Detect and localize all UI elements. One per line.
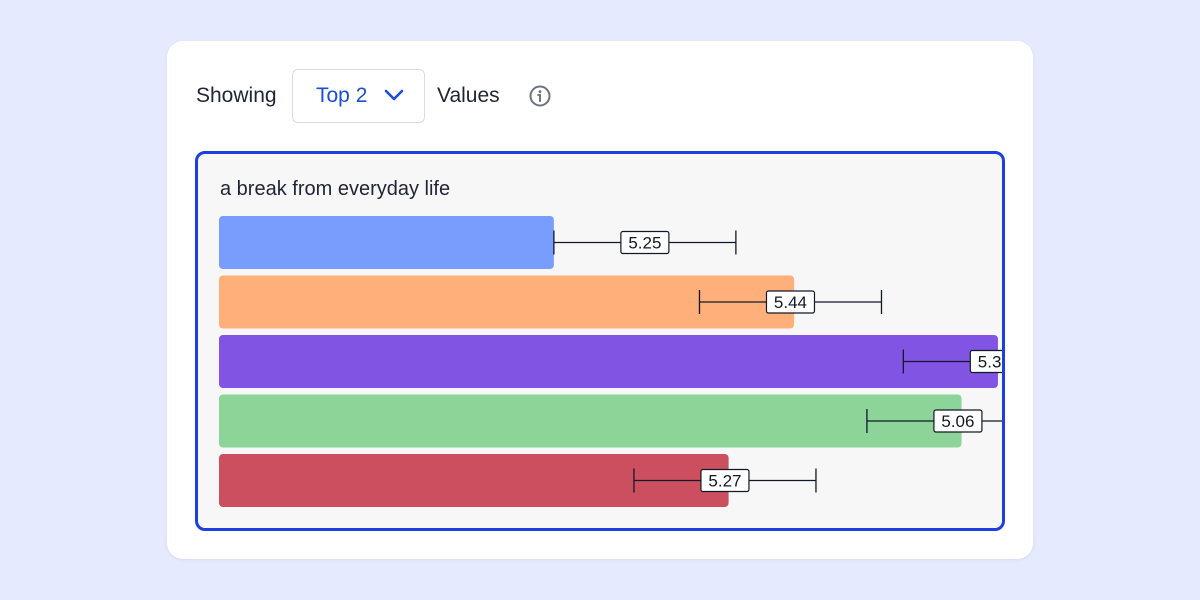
value-label-5: 5.27	[708, 472, 741, 491]
bar-2	[219, 275, 795, 329]
value-label-box-5	[700, 468, 750, 493]
chevron-down-icon	[384, 89, 404, 101]
info-icon[interactable]	[529, 85, 551, 107]
top-values-dropdown[interactable]: Top 2	[292, 69, 425, 123]
value-label-box-1	[620, 230, 670, 255]
value-label-box-2	[765, 290, 816, 314]
value-label-4: 5.06	[941, 412, 974, 431]
value-label-1: 5.25	[628, 234, 661, 253]
bar-3	[219, 335, 998, 388]
bar-chart: 5.25 5.44 5.33 5.06 5.27	[219, 216, 1002, 507]
value-label-2: 5.44	[774, 293, 807, 312]
chart-card: Showing Top 2 Values a break from everyd…	[167, 41, 1033, 559]
value-label-3: 5.33	[978, 353, 1002, 372]
chart-frame: a break from everyday life 5.255.445.335…	[195, 151, 1005, 531]
toolbar: Showing Top 2 Values	[167, 69, 1033, 123]
showing-label: Showing	[196, 84, 277, 107]
bar-5	[219, 454, 729, 507]
values-label: Values	[437, 84, 500, 107]
bar-4	[219, 394, 962, 448]
dropdown-selected-value: Top 2	[316, 84, 368, 107]
bar-1	[219, 216, 554, 269]
chart-title: a break from everyday life	[220, 178, 451, 200]
value-label-box-3	[969, 349, 1002, 374]
value-label-box-4	[933, 409, 983, 433]
